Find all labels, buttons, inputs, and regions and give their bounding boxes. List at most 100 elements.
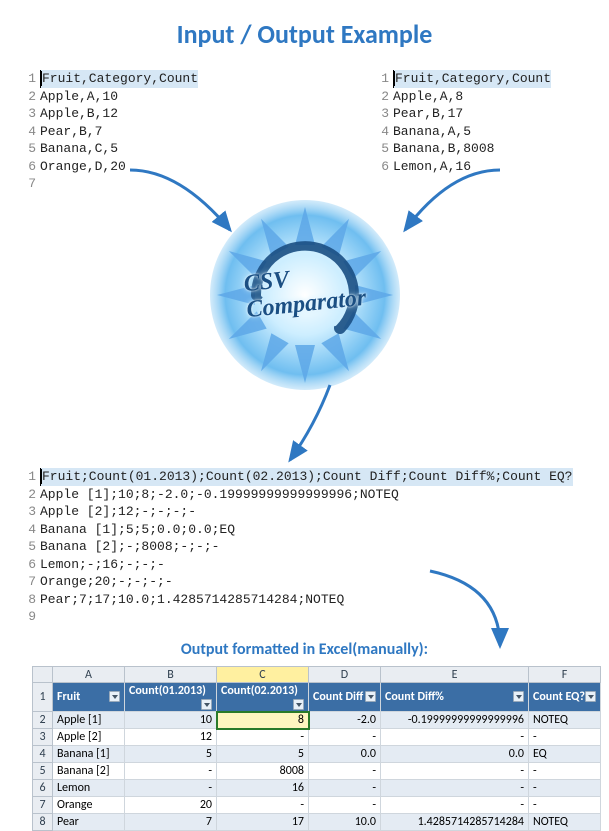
line-number: 1 <box>22 468 36 486</box>
header-cell[interactable]: Count(02.2013) <box>217 683 309 712</box>
line-text: Banana [1];5;5;0.0;0.0;EQ <box>40 521 235 539</box>
code-line: 5Banana,C,5 <box>22 140 198 158</box>
code-line: 3Apple [2];12;-;-;-;- <box>22 503 573 521</box>
line-text: Banana,B,8008 <box>393 140 494 158</box>
data-cell[interactable]: - <box>529 729 601 746</box>
data-cell[interactable]: - <box>309 780 381 797</box>
line-text: Apple,A,8 <box>393 88 463 106</box>
code-line: 2Apple,A,10 <box>22 88 198 106</box>
line-text: Banana,A,5 <box>393 123 471 141</box>
filter-dropdown-icon[interactable] <box>585 691 596 702</box>
data-cell[interactable]: 17 <box>217 814 309 831</box>
code-line: 4Banana [1];5;5;0.0;0.0;EQ <box>22 521 573 539</box>
data-cell[interactable]: - <box>529 780 601 797</box>
excel-row-header[interactable]: 6 <box>33 780 53 797</box>
data-cell[interactable]: - <box>217 729 309 746</box>
data-cell[interactable]: 10 <box>125 712 217 729</box>
data-cell[interactable]: Banana [1] <box>53 746 125 763</box>
line-number: 2 <box>22 486 36 504</box>
data-cell[interactable]: 5 <box>125 746 217 763</box>
data-cell[interactable]: -0.19999999999999996 <box>381 712 529 729</box>
excel-col-header[interactable]: A <box>53 667 125 683</box>
code-line: 4Banana,A,5 <box>375 123 551 141</box>
line-text: Pear,B,7 <box>40 123 102 141</box>
header-cell[interactable]: Fruit <box>53 683 125 712</box>
data-cell[interactable]: EQ <box>529 746 601 763</box>
column-label: Count(01.2013) <box>129 684 206 698</box>
line-number: 7 <box>22 573 36 591</box>
data-cell[interactable]: - <box>309 763 381 780</box>
data-cell[interactable]: 7 <box>125 814 217 831</box>
filter-dropdown-icon[interactable] <box>109 691 120 702</box>
line-text: Banana,C,5 <box>40 140 118 158</box>
data-cell[interactable]: 10.0 <box>309 814 381 831</box>
data-cell[interactable]: Orange <box>53 797 125 814</box>
data-cell[interactable]: 0.0 <box>309 746 381 763</box>
data-cell[interactable]: Banana [2] <box>53 763 125 780</box>
data-cell[interactable]: - <box>529 763 601 780</box>
line-text: Lemon;-;16;-;-;- <box>40 556 165 574</box>
data-cell[interactable]: NOTEQ <box>529 814 601 831</box>
data-cell[interactable]: 8 <box>217 712 309 729</box>
data-cell[interactable]: - <box>381 797 529 814</box>
excel-row-header[interactable]: 2 <box>33 712 53 729</box>
code-line: 2Apple,A,8 <box>375 88 551 106</box>
data-cell[interactable]: - <box>529 797 601 814</box>
line-number: 7 <box>22 175 36 193</box>
data-cell[interactable]: - <box>125 763 217 780</box>
data-cell[interactable]: - <box>309 797 381 814</box>
data-cell[interactable]: 12 <box>125 729 217 746</box>
code-line: 1Fruit,Category,Count <box>375 70 551 88</box>
filter-dropdown-icon[interactable] <box>365 691 376 702</box>
data-cell[interactable]: 0.0 <box>381 746 529 763</box>
data-cell[interactable]: 16 <box>217 780 309 797</box>
data-cell[interactable]: 1.4285714285714284 <box>381 814 529 831</box>
data-cell[interactable]: Lemon <box>53 780 125 797</box>
excel-col-header[interactable]: C <box>217 667 309 683</box>
line-text: Fruit,Category,Count <box>40 70 198 88</box>
excel-corner[interactable] <box>33 667 53 683</box>
line-number: 5 <box>22 140 36 158</box>
excel-row-header[interactable]: 5 <box>33 763 53 780</box>
excel-row-header[interactable]: 8 <box>33 814 53 831</box>
data-cell[interactable]: - <box>125 780 217 797</box>
excel-col-header[interactable]: E <box>381 667 529 683</box>
data-cell[interactable]: - <box>381 780 529 797</box>
filter-dropdown-icon[interactable] <box>513 691 524 702</box>
data-cell[interactable]: - <box>381 763 529 780</box>
data-cell[interactable]: - <box>309 729 381 746</box>
data-cell[interactable]: Pear <box>53 814 125 831</box>
line-text: Apple [2];12;-;-;-;- <box>40 503 196 521</box>
line-text: Fruit;Count(01.2013);Count(02.2013);Coun… <box>40 468 573 486</box>
data-cell[interactable]: Apple [1] <box>53 712 125 729</box>
filter-dropdown-icon[interactable] <box>201 699 212 710</box>
column-label: Count Diff% <box>385 690 444 704</box>
column-label: Count EQ? <box>533 690 585 704</box>
data-cell[interactable]: 20 <box>125 797 217 814</box>
excel-row-header[interactable]: 3 <box>33 729 53 746</box>
excel-table: ABCDEF 1Fruit Count(01.2013) Count(02.2013)… <box>32 666 601 831</box>
header-cell[interactable]: Count Diff% <box>381 683 529 712</box>
code-line: 3Apple,B,12 <box>22 105 198 123</box>
header-cell[interactable]: Count Diff <box>309 683 381 712</box>
data-cell[interactable]: NOTEQ <box>529 712 601 729</box>
excel-row-header[interactable]: 1 <box>33 683 53 712</box>
page-title: Input / Output Example <box>0 0 609 60</box>
excel-row-header[interactable]: 7 <box>33 797 53 814</box>
data-cell[interactable]: 5 <box>217 746 309 763</box>
data-cell[interactable]: - <box>217 797 309 814</box>
data-cell[interactable]: - <box>381 729 529 746</box>
header-cell[interactable]: Count(01.2013) <box>125 683 217 712</box>
excel-col-header[interactable]: F <box>529 667 601 683</box>
data-cell[interactable]: -2.0 <box>309 712 381 729</box>
filter-dropdown-icon[interactable] <box>293 699 304 710</box>
arrow-logo-to-output <box>260 380 360 470</box>
data-cell[interactable]: 8008 <box>217 763 309 780</box>
line-text: Banana [2];-;8008;-;-;- <box>40 538 219 556</box>
excel-row-header[interactable]: 4 <box>33 746 53 763</box>
excel-col-header[interactable]: D <box>309 667 381 683</box>
line-text: Pear;7;17;10.0;1.4285714285714284;NOTEQ <box>40 591 344 609</box>
header-cell[interactable]: Count EQ? <box>529 683 601 712</box>
data-cell[interactable]: Apple [2] <box>53 729 125 746</box>
excel-col-header[interactable]: B <box>125 667 217 683</box>
